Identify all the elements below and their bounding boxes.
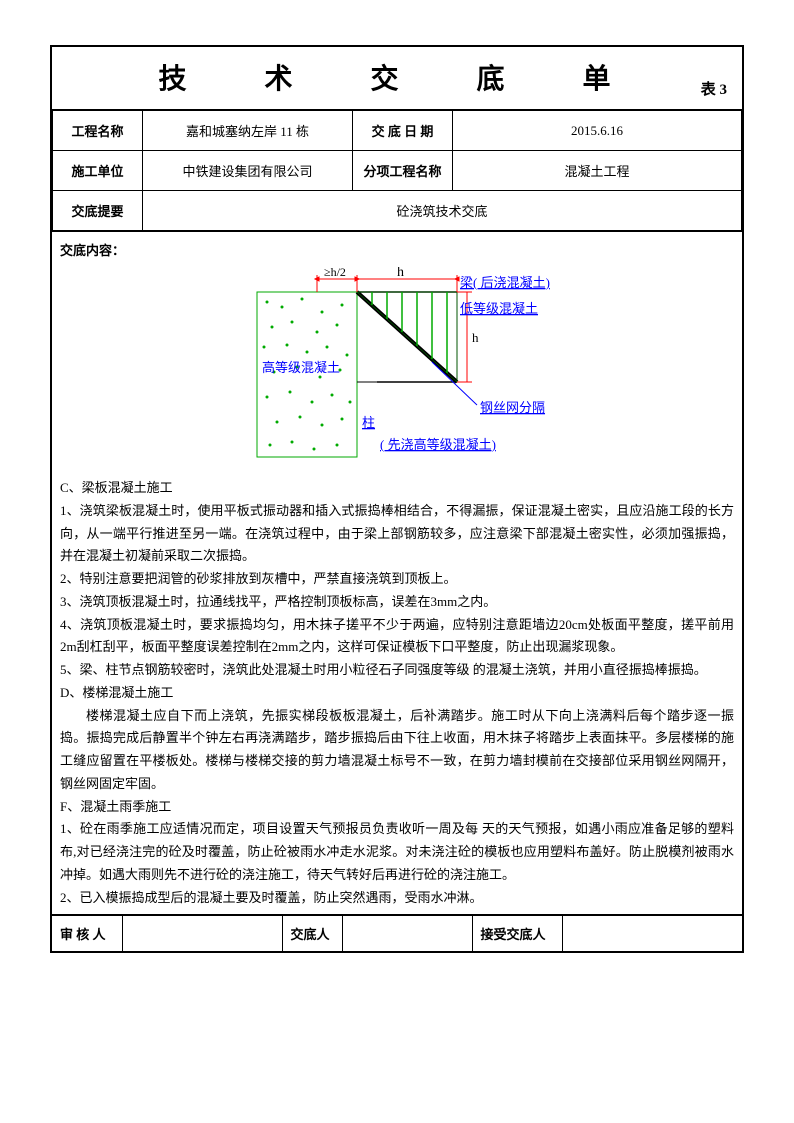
header-row-2: 施工单位 中铁建设集团有限公司 分项工程名称 混凝土工程 (53, 151, 742, 191)
section-d-title: D、楼梯混凝土施工 (60, 682, 734, 705)
header-row-3: 交底提要 砼浇筑技术交底 (53, 191, 742, 231)
footer-label-receiver: 接受交底人 (472, 916, 562, 952)
title-row: 技 术 交 底 单 表 3 (52, 47, 742, 110)
para-c2: 2、特别注意要把润管的砂浆排放到灰槽中，严禁直接浇筑到顶板上。 (60, 568, 734, 591)
footer-table: 审 核 人 交底人 接受交底人 (52, 915, 742, 951)
main-title: 技 术 交 底 单 (158, 57, 635, 97)
para-f1: 1、砼在雨季施工应适情况而定，项目设置天气预报员负责收听一周及每 天的天气预报，… (60, 818, 734, 886)
bottom-note-label: ( 先浇高等级混凝土) (380, 437, 496, 452)
content-header: 交底内容： (60, 237, 734, 262)
label-contractor: 施工单位 (53, 151, 143, 191)
highgrade-label: 高等级混凝土 (262, 360, 340, 375)
footer-value-receiver (562, 916, 742, 952)
label-summary: 交底提要 (53, 191, 143, 231)
construction-diagram: ≥h/2 h 梁( 后浇混凝土) 低等级混凝土 高等级混凝土 h 钢丝网分隔 柱… (232, 267, 562, 467)
value-date: 2015.6.16 (453, 111, 742, 151)
value-contractor: 中铁建设集团有限公司 (143, 151, 353, 191)
document-frame: 技 术 交 底 单 表 3 工程名称 嘉和城塞纳左岸 11 栋 交 底 日 期 … (50, 45, 744, 953)
value-summary: 砼浇筑技术交底 (143, 191, 742, 231)
section-c-title: C、梁板混凝土施工 (60, 477, 734, 500)
footer-row: 审 核 人 交底人 接受交底人 (52, 916, 742, 952)
para-c5: 5、梁、柱节点钢筋较密时，浇筑此处混凝土时用小粒径石子同强度等级 的混凝土浇筑，… (60, 659, 734, 682)
para-d1: 楼梯混凝土应自下而上浇筑，先振实梯段板板混凝土，后补满踏步。施工时从下向上浇满料… (60, 705, 734, 796)
header-row-1: 工程名称 嘉和城塞纳左岸 11 栋 交 底 日 期 2015.6.16 (53, 111, 742, 151)
header-table: 工程名称 嘉和城塞纳左岸 11 栋 交 底 日 期 2015.6.16 施工单位… (52, 110, 742, 231)
label-project-name: 工程名称 (53, 111, 143, 151)
para-f2: 2、已入模振捣成型后的混凝土要及时覆盖，防止突然遇雨，受雨水冲淋。 (60, 887, 734, 910)
footer-value-reviewer (122, 916, 282, 952)
value-subproject: 混凝土工程 (453, 151, 742, 191)
table-number: 表 3 (701, 78, 727, 99)
content-section: 交底内容： (52, 231, 742, 914)
beam-label: 梁( 后浇混凝土) (460, 275, 550, 290)
column-label: 柱 (362, 415, 375, 430)
body-text: C、梁板混凝土施工 1、浇筑梁板混凝土时，使用平板式振动器和插入式振捣棒相结合，… (60, 477, 734, 909)
mesh-label: 钢丝网分隔 (480, 400, 545, 415)
footer-value-discloser (342, 916, 472, 952)
dim-label-1: ≥h/2 (324, 267, 346, 279)
dim-label-2: h (397, 267, 404, 280)
para-c3: 3、浇筑顶板混凝土时，拉通线找平，严格控制顶板标高，误差在3mm之内。 (60, 591, 734, 614)
para-c1: 1、浇筑梁板混凝土时，使用平板式振动器和插入式振捣棒相结合，不得漏振，保证混凝土… (60, 500, 734, 568)
footer-section: 审 核 人 交底人 接受交底人 (52, 914, 742, 951)
footer-label-reviewer: 审 核 人 (52, 916, 122, 952)
label-date: 交 底 日 期 (353, 111, 453, 151)
footer-label-discloser: 交底人 (282, 916, 342, 952)
right-dim-label: h (472, 330, 479, 345)
diagram-svg: ≥h/2 h 梁( 后浇混凝土) 低等级混凝土 高等级混凝土 h 钢丝网分隔 柱… (232, 267, 562, 467)
para-c4: 4、浇筑顶板混凝土时，要求振捣均匀，用木抹子搓平不少于两遍，应特别注意距墙边20… (60, 614, 734, 660)
lowgrade-label: 低等级混凝土 (460, 301, 538, 316)
section-f-title: F、混凝土雨季施工 (60, 796, 734, 819)
label-subproject: 分项工程名称 (353, 151, 453, 191)
value-project-name: 嘉和城塞纳左岸 11 栋 (143, 111, 353, 151)
